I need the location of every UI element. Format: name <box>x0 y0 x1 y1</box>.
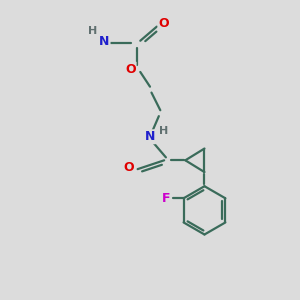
Text: F: F <box>162 192 170 205</box>
Text: H: H <box>88 26 97 36</box>
Text: N: N <box>99 34 110 48</box>
Text: O: O <box>158 16 169 30</box>
Text: N: N <box>145 130 155 143</box>
Text: O: O <box>124 161 134 174</box>
Text: H: H <box>159 126 168 136</box>
Text: O: O <box>125 62 136 76</box>
